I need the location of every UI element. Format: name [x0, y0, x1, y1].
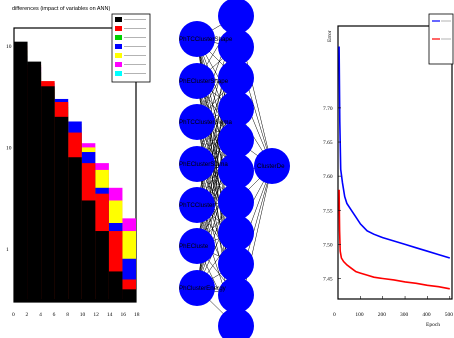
- output-layer: ClusterDe: [254, 148, 290, 184]
- x-tick-label: 300: [400, 312, 409, 318]
- y-tick-label: 7.65: [323, 140, 333, 146]
- x-tick-label: 400: [422, 312, 431, 318]
- y-tick-label: 7.45: [323, 277, 333, 283]
- x-tick-label: 100: [355, 312, 364, 318]
- hidden-node: [218, 0, 254, 34]
- x-ticks: 0 100 200 300 400 500: [333, 296, 453, 318]
- hidden-node: [218, 60, 254, 96]
- x-tick-label: 2: [26, 312, 29, 318]
- x-tick-label: 10: [80, 312, 86, 318]
- histogram-bar: [41, 86, 55, 302]
- network-diagram: PhTCClusterShape PhEClusterShape PhTCClust…: [179, 0, 290, 338]
- input-node-label: PhClusterEnergy: [179, 285, 227, 292]
- input-node: [179, 63, 215, 99]
- input-node: [179, 228, 215, 264]
- legend-swatch: [115, 26, 122, 31]
- input-node-label: PhECluste: [179, 243, 209, 250]
- y-tick-label: 1: [6, 247, 9, 253]
- histogram-bar: [54, 116, 69, 303]
- legend-swatch: [115, 62, 122, 67]
- error-lines: [338, 46, 451, 290]
- y-tick-label: 10: [6, 44, 12, 50]
- hidden-layer: [218, 0, 254, 338]
- input-node-label: PhTCClusterShape: [179, 36, 233, 43]
- y-ticks: 1 10 10: [6, 44, 17, 253]
- histogram-bar: [68, 157, 82, 302]
- histogram-bars: [14, 41, 136, 303]
- hidden-node: [218, 29, 254, 65]
- x-tick-label: 0: [12, 312, 15, 318]
- histogram-bar: [122, 289, 136, 302]
- histogram-bar: [81, 200, 96, 302]
- output-node: [254, 148, 290, 184]
- x-tick-label: 200: [378, 312, 387, 318]
- x-tick-label: 18: [134, 312, 140, 318]
- histogram-bar: [27, 61, 42, 302]
- x-tick-label: 8: [66, 312, 69, 318]
- y-ticks: 7.45 7.50 7.55 7.60 7.65 7.70: [323, 106, 341, 283]
- input-node-label: PhEClusterShape: [179, 78, 229, 85]
- y-tick-label: 7.55: [323, 208, 333, 214]
- legend: [111, 13, 151, 83]
- legend-swatch: [115, 71, 122, 76]
- x-tick-label: 4: [39, 312, 42, 318]
- plot-frame: [337, 25, 453, 300]
- input-node: [179, 21, 215, 57]
- series-line: [338, 189, 450, 290]
- hidden-node: [218, 91, 254, 127]
- x-tick-label: 14: [107, 312, 113, 318]
- legend: [428, 13, 454, 65]
- legend-swatch: [115, 17, 122, 22]
- x-ticks: 0 2 4 6 8 10 12 14 16 18: [12, 299, 140, 318]
- hidden-node: [218, 246, 254, 282]
- hidden-node: [218, 184, 254, 220]
- y-tick-label: 7.50: [323, 242, 333, 248]
- histogram-bar: [108, 271, 123, 302]
- input-node-label: PhTCClusterSigma: [179, 119, 233, 126]
- hidden-node: [218, 277, 254, 313]
- x-tick-label: 16: [120, 312, 126, 318]
- input-node-label: PhTCCluster: [179, 202, 214, 209]
- histogram-bar: [14, 41, 28, 303]
- output-node-label: ClusterDe: [257, 163, 285, 170]
- x-tick-label: 0: [333, 312, 336, 318]
- hidden-node: [218, 308, 254, 338]
- input-node: [179, 187, 215, 223]
- y-tick-label: 10: [6, 145, 12, 151]
- chart-title: differences (impact of variables on ANN): [12, 6, 110, 12]
- input-node: [179, 270, 215, 306]
- input-node: [179, 104, 215, 140]
- input-node-label: PhEClusterSigma: [179, 161, 228, 168]
- x-tick-label: 500: [445, 312, 454, 318]
- series-line: [338, 46, 451, 259]
- input-node: [179, 146, 215, 182]
- training-error-chart: 0 100 200 300 400 500 7.45 7.50 7.55 7.60 7.65 7.7…: [323, 13, 454, 328]
- x-tick-label: 6: [53, 312, 56, 318]
- histogram-bar: [95, 231, 109, 302]
- y-axis-label: Error: [327, 30, 333, 42]
- y-tick-label: 7.60: [323, 174, 333, 180]
- hidden-node: [218, 215, 254, 251]
- hidden-node: [218, 153, 254, 189]
- x-axis-label: Epoch: [426, 322, 440, 328]
- impact-histogram: differences (impact of variables on ANN)…: [6, 6, 151, 318]
- x-tick-label: 12: [93, 312, 99, 318]
- legend-swatch: [115, 35, 122, 40]
- y-tick-label: 7.70: [323, 106, 333, 112]
- legend-swatch: [115, 53, 122, 58]
- legend-swatch: [115, 44, 122, 49]
- input-layer: PhTCClusterShape PhEClusterShape PhTCClust…: [179, 21, 233, 306]
- hidden-node: [218, 122, 254, 158]
